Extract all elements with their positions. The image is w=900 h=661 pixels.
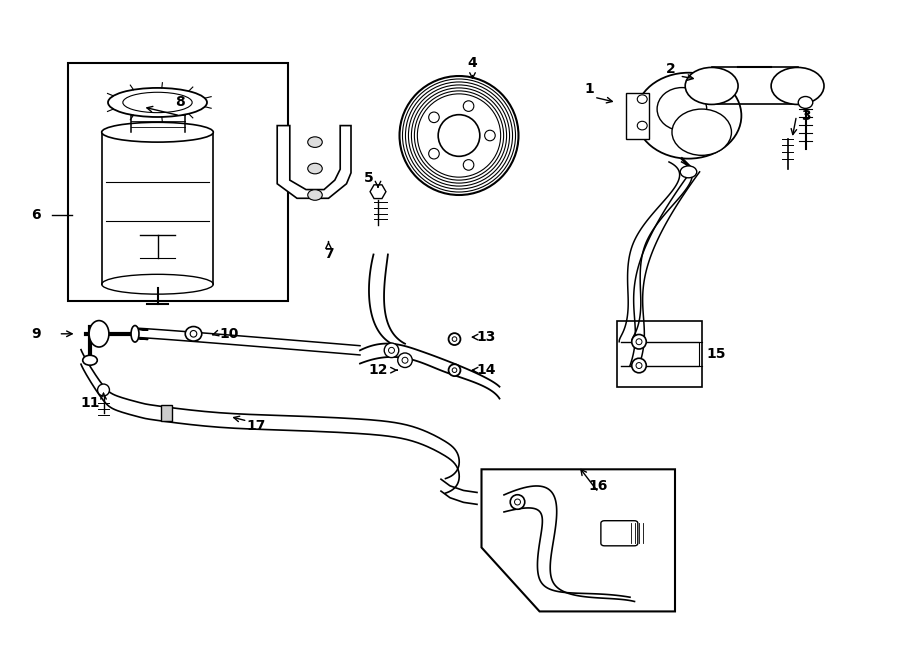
Ellipse shape — [409, 85, 509, 186]
Text: 15: 15 — [706, 346, 726, 361]
Ellipse shape — [122, 93, 193, 112]
Ellipse shape — [452, 368, 457, 373]
Ellipse shape — [97, 384, 110, 396]
Ellipse shape — [308, 163, 322, 174]
Ellipse shape — [406, 82, 512, 189]
Ellipse shape — [428, 112, 439, 122]
Text: 7: 7 — [324, 247, 333, 262]
Ellipse shape — [484, 130, 495, 141]
Text: 10: 10 — [220, 327, 239, 341]
Bar — [68, 63, 288, 301]
Ellipse shape — [389, 348, 394, 353]
Ellipse shape — [102, 122, 213, 142]
Ellipse shape — [308, 190, 322, 200]
Text: 12: 12 — [368, 363, 388, 377]
Ellipse shape — [448, 333, 461, 345]
Ellipse shape — [464, 100, 473, 111]
Text: 13: 13 — [476, 330, 496, 344]
Text: 4: 4 — [468, 56, 477, 70]
Ellipse shape — [510, 494, 525, 509]
Ellipse shape — [418, 94, 500, 177]
Ellipse shape — [657, 87, 706, 131]
Ellipse shape — [464, 160, 473, 171]
Text: 16: 16 — [589, 479, 608, 493]
Ellipse shape — [637, 122, 647, 130]
Bar — [161, 405, 172, 421]
Bar — [626, 93, 649, 139]
Text: 8: 8 — [176, 95, 184, 110]
Ellipse shape — [632, 358, 646, 373]
Ellipse shape — [632, 334, 646, 349]
Ellipse shape — [308, 137, 322, 147]
Ellipse shape — [635, 73, 742, 159]
Ellipse shape — [185, 327, 202, 341]
Ellipse shape — [672, 109, 732, 155]
Polygon shape — [370, 185, 386, 198]
Ellipse shape — [685, 67, 738, 104]
Ellipse shape — [402, 79, 516, 192]
Ellipse shape — [398, 353, 412, 368]
Ellipse shape — [636, 339, 642, 345]
Ellipse shape — [428, 149, 439, 159]
Text: 1: 1 — [585, 82, 594, 97]
Ellipse shape — [402, 357, 408, 364]
Ellipse shape — [108, 88, 207, 117]
Ellipse shape — [680, 166, 697, 178]
Ellipse shape — [438, 115, 480, 157]
FancyBboxPatch shape — [601, 521, 638, 546]
Ellipse shape — [102, 274, 213, 294]
Ellipse shape — [414, 91, 504, 180]
Text: 14: 14 — [476, 363, 496, 377]
Ellipse shape — [448, 364, 461, 376]
Ellipse shape — [131, 326, 139, 342]
Text: 11: 11 — [80, 396, 100, 410]
Ellipse shape — [384, 343, 399, 358]
Ellipse shape — [190, 330, 197, 337]
Polygon shape — [277, 126, 351, 198]
Bar — [616, 321, 702, 387]
Ellipse shape — [452, 337, 457, 341]
Text: 5: 5 — [364, 171, 373, 186]
Text: 17: 17 — [247, 419, 266, 434]
Ellipse shape — [89, 321, 109, 347]
Ellipse shape — [637, 95, 647, 103]
Ellipse shape — [515, 499, 520, 505]
Text: 2: 2 — [666, 62, 675, 77]
Text: 9: 9 — [32, 327, 40, 341]
Text: 3: 3 — [801, 108, 810, 123]
Polygon shape — [482, 469, 675, 611]
Text: 6: 6 — [32, 208, 40, 222]
Ellipse shape — [83, 356, 97, 365]
Ellipse shape — [798, 97, 813, 108]
Ellipse shape — [400, 76, 518, 195]
Ellipse shape — [130, 96, 184, 109]
Ellipse shape — [636, 362, 642, 369]
Ellipse shape — [411, 88, 507, 183]
Ellipse shape — [771, 67, 824, 104]
